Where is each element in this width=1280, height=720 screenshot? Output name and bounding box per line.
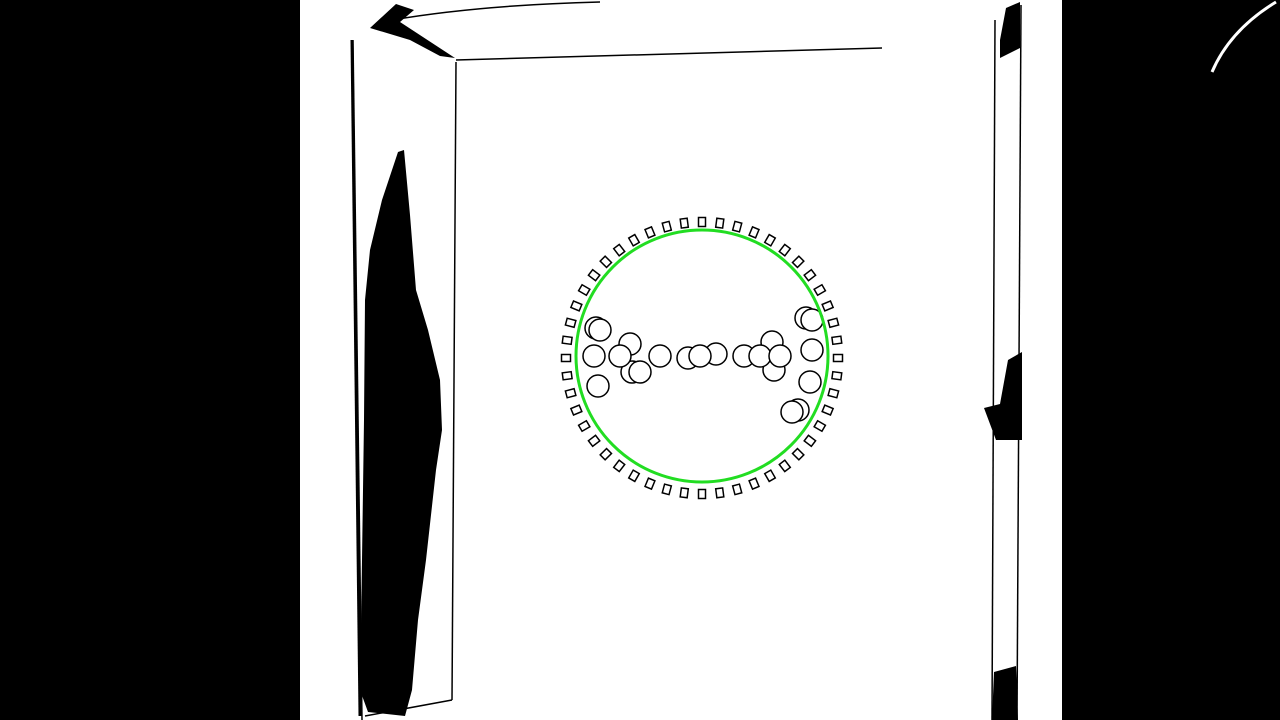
gear-tooth: [679, 217, 690, 229]
gear-tooth: [569, 300, 583, 312]
left-shadow-shape: [360, 150, 442, 716]
gear-tooth: [577, 419, 591, 433]
gear-holes: [582, 306, 824, 424]
gear-tooth: [560, 353, 572, 363]
gear-tooth: [827, 317, 840, 329]
gear-tooth: [627, 233, 641, 247]
right-wall-dark-mid: [984, 352, 1022, 440]
top-left-dark-wedge: [370, 4, 455, 58]
gear-tooth: [587, 434, 601, 448]
gear-tooth: [827, 387, 840, 399]
gear-hole: [608, 344, 632, 368]
gear-hole: [648, 344, 672, 368]
gear-tooth: [627, 469, 641, 483]
gear-tooth: [564, 387, 577, 399]
gear-tooth: [697, 216, 707, 228]
gear-tooth: [644, 225, 656, 239]
gear-hole: [586, 374, 610, 398]
gear-hole: [748, 344, 772, 368]
gear-tooth: [661, 483, 673, 496]
gear-tooth: [778, 459, 792, 473]
right-dark-region: [1068, 0, 1280, 720]
gear-tooth: [612, 459, 626, 473]
gear-tooth: [697, 488, 707, 500]
gear-hole: [798, 370, 822, 394]
gear-hole: [768, 344, 792, 368]
gear-teeth: [560, 216, 844, 500]
gear-tooth: [714, 487, 725, 499]
gear-tooth: [821, 300, 835, 312]
gear-tooth: [763, 469, 777, 483]
gear-tooth: [599, 255, 613, 269]
gear-tooth: [714, 217, 725, 229]
gear-tooth: [564, 317, 577, 329]
gear-hole: [800, 338, 824, 362]
gear-hole: [582, 344, 606, 368]
gear-tooth: [577, 283, 591, 297]
gear-tooth: [612, 243, 626, 257]
gear-tooth: [778, 243, 792, 257]
gear-hole: [780, 400, 804, 424]
gear-tooth: [679, 487, 690, 499]
gear-tooth: [803, 434, 817, 448]
left-dark-region: [0, 0, 292, 720]
gear-tooth: [832, 353, 844, 363]
gear-tooth: [813, 419, 827, 433]
top-right-arc: [1210, 0, 1277, 73]
gear-tooth: [831, 335, 843, 346]
gear-tooth: [644, 477, 656, 491]
gear-hole: [628, 360, 652, 384]
gear-hole: [588, 318, 612, 342]
gear-tooth: [599, 447, 613, 461]
detected-circle: [574, 228, 830, 484]
gear-tooth: [561, 335, 573, 346]
right-wall-dark-top: [1000, 2, 1020, 58]
gear-tooth: [661, 220, 673, 233]
gear-tooth: [587, 268, 601, 282]
gear-hole: [688, 344, 712, 368]
gear-tooth: [821, 404, 835, 416]
gear-tooth: [748, 225, 760, 239]
gear-tooth: [803, 268, 817, 282]
gear-tooth: [748, 477, 760, 491]
gear-tooth: [561, 370, 573, 381]
gear-tooth: [569, 404, 583, 416]
gear-tooth: [731, 483, 743, 496]
right-wall-dark-bottom: [992, 666, 1018, 720]
gear-tooth: [813, 283, 827, 297]
gear-tooth: [791, 447, 805, 461]
gear-tooth: [731, 220, 743, 233]
gear-tooth: [831, 370, 843, 381]
gear-tooth: [791, 255, 805, 269]
right-boundary-line: [1062, 0, 1068, 720]
left-boundary-line: [292, 0, 300, 720]
gear-tooth: [763, 233, 777, 247]
